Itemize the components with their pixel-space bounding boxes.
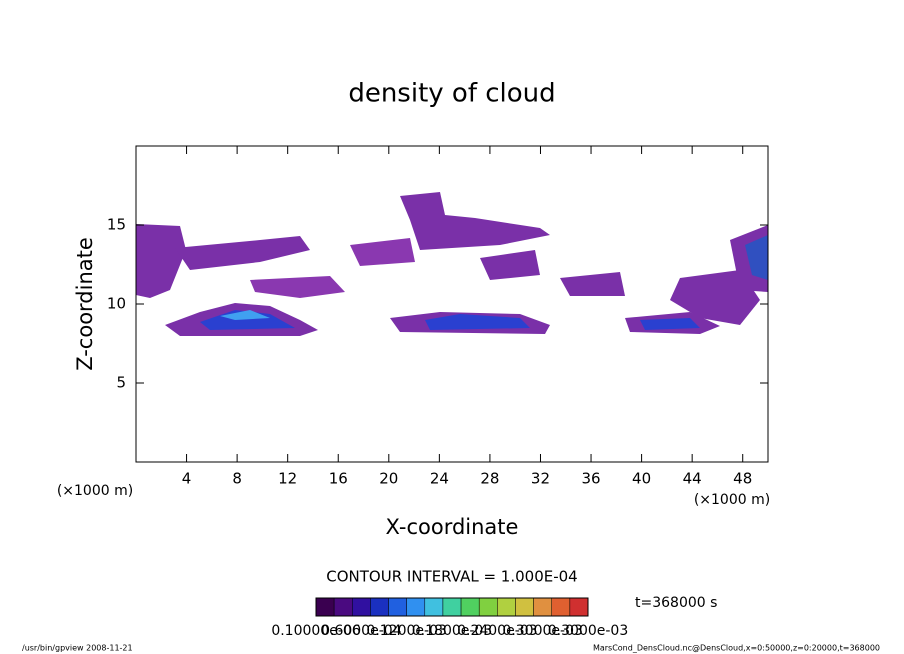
colorbar-swatch bbox=[442, 597, 462, 617]
footer-left: /usr/bin/gpview 2008-11-21 bbox=[22, 644, 133, 653]
y-tick-label: 10 bbox=[107, 295, 126, 313]
colorbar-swatch bbox=[551, 597, 571, 617]
x-tick-label: 40 bbox=[632, 470, 651, 488]
x-tick-label: 8 bbox=[232, 470, 242, 488]
x-tick-label: 28 bbox=[480, 470, 499, 488]
x-tick-label: 36 bbox=[581, 470, 600, 488]
contour-interval: CONTOUR INTERVAL = 1.000E-04 bbox=[326, 568, 577, 586]
x-unit-label: (×1000 m) bbox=[57, 483, 133, 499]
colorbar-label: 0.1800e-03 bbox=[412, 623, 492, 639]
colorbar-frame bbox=[315, 597, 589, 617]
y-tick-label: 5 bbox=[116, 374, 126, 392]
cloud-field bbox=[136, 192, 768, 336]
colorbar-swatch bbox=[515, 597, 534, 617]
x-axis-label: X-coordinate bbox=[386, 515, 519, 539]
colorbar-swatch bbox=[333, 597, 353, 617]
colorbar-swatch bbox=[460, 597, 480, 617]
colorbar-swatch bbox=[406, 597, 426, 617]
colorbar-swatch bbox=[569, 597, 589, 617]
colorbar-swatch bbox=[533, 597, 552, 617]
x-tick-label: 20 bbox=[379, 470, 398, 488]
colorbar-swatch bbox=[315, 597, 335, 617]
x-tick-label: 48 bbox=[733, 470, 752, 488]
colorbar-swatch bbox=[352, 597, 371, 617]
colorbar-label: 0.6000e-04 bbox=[321, 623, 402, 639]
footer-right: MarsCond_DensCloud.nc@DensCloud,x=0:5000… bbox=[593, 644, 880, 653]
chart-title: density of cloud bbox=[348, 79, 555, 109]
colorbar-swatch bbox=[424, 597, 444, 617]
colorbar-swatch bbox=[370, 597, 389, 617]
y-tick-label: 15 bbox=[107, 216, 126, 234]
colorbar-swatch bbox=[388, 597, 407, 617]
y-axis-label: Z-coordinate bbox=[73, 237, 97, 371]
x-tick-label: 12 bbox=[278, 470, 297, 488]
colorbar-label: 0.3000e-03 bbox=[548, 623, 628, 639]
x-tick-label: 32 bbox=[531, 470, 550, 488]
x-tick-label: 16 bbox=[329, 470, 348, 488]
colorbar-label: 0.3000e-03 bbox=[502, 623, 582, 639]
x-tick-label: 44 bbox=[683, 470, 702, 488]
colorbar-label: 0.1200e-03 bbox=[366, 623, 446, 639]
colorbar-swatch bbox=[478, 597, 498, 617]
colorbar-swatch bbox=[497, 597, 516, 617]
colorbar-label: 0.10000e-06 bbox=[271, 623, 360, 639]
colorbar-label: 0.2400e-03 bbox=[457, 623, 537, 639]
time-label: t=368000 s bbox=[635, 595, 717, 611]
x-tick-label: 4 bbox=[182, 470, 192, 488]
x-tick-label: 24 bbox=[430, 470, 449, 488]
x-unit-label: (×1000 m) bbox=[694, 492, 770, 508]
plot-frame bbox=[135, 145, 769, 463]
